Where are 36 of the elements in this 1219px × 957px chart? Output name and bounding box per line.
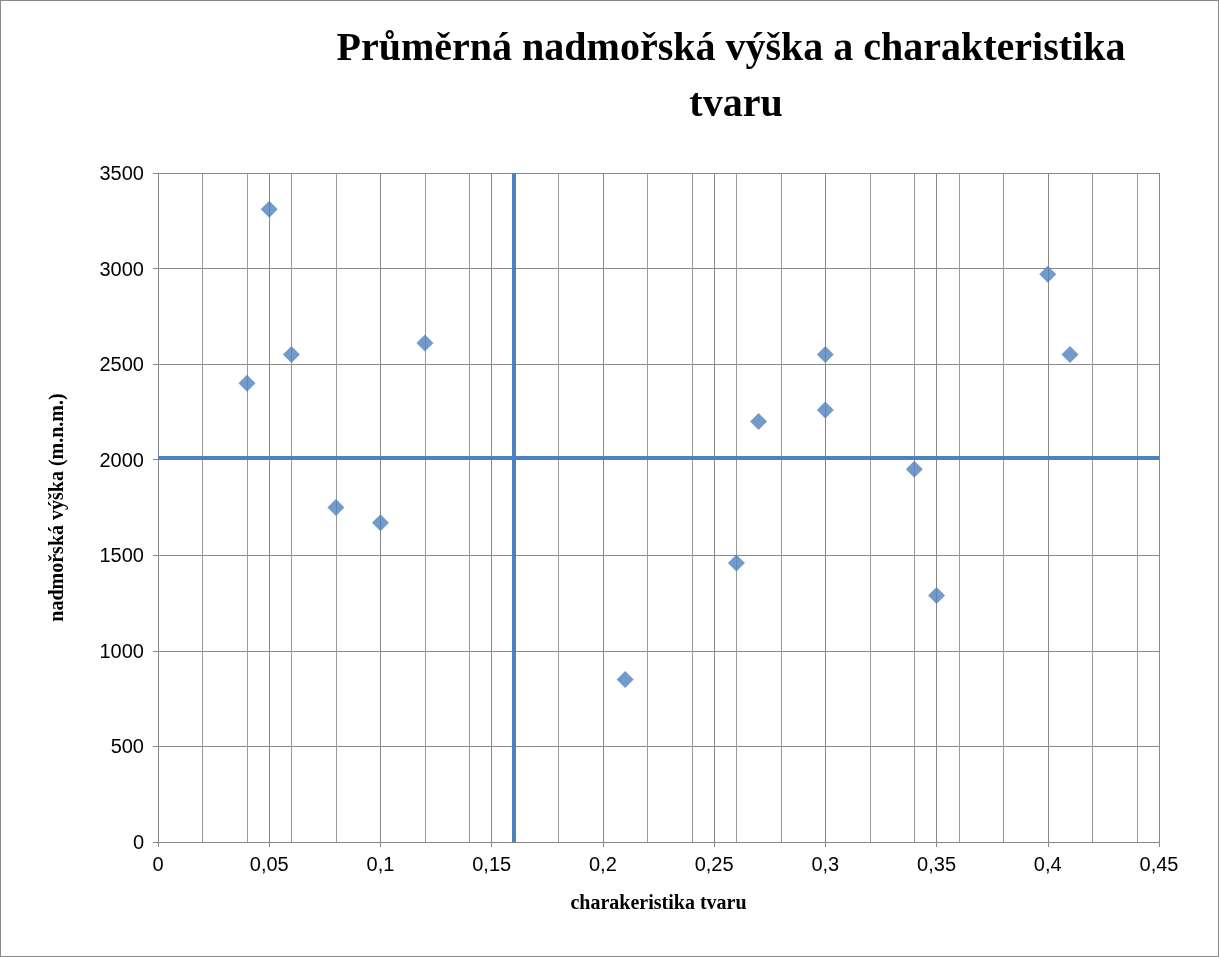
x-tick-label: 0,05 (249, 853, 289, 875)
x-tick-label: 0,25 (694, 853, 734, 875)
point (282, 346, 300, 364)
point (816, 346, 834, 364)
point (416, 334, 434, 352)
y-tick-label: 2500 (99, 353, 144, 376)
x-tick-label: 0,4 (1033, 853, 1062, 875)
chart-title: Průměrná nadmořská výška a charakteristika tvaru (336, 23, 1136, 125)
x-axis-title: charakeristika tvaru (570, 891, 747, 913)
y-tick-label: 3500 (99, 162, 144, 184)
point (928, 586, 946, 604)
point (238, 374, 256, 392)
point (327, 499, 345, 516)
point (1039, 265, 1057, 283)
y-tick-label: 0 (132, 831, 144, 853)
y-tick-label: 500 (110, 735, 144, 758)
point (816, 401, 834, 419)
y-tick-label: 1000 (99, 639, 144, 662)
y-tick-label: 3000 (99, 257, 144, 280)
x-tick-label: 0,2 (588, 853, 617, 875)
point (616, 671, 634, 689)
y-tick-label: 1500 (99, 544, 144, 567)
y-axis-title: nadmořská výška (m.n.m.) (45, 393, 68, 622)
point (727, 554, 745, 572)
x-tick-label: 0,45 (1139, 853, 1179, 875)
x-tick-label: 0,15 (472, 853, 512, 875)
point (371, 514, 389, 532)
point (750, 412, 768, 430)
x-tick-label: 0,1 (366, 853, 395, 875)
point (260, 200, 278, 218)
point (905, 460, 923, 478)
x-tick-label: 0,35 (917, 853, 957, 875)
x-tick-label: 0 (152, 853, 164, 875)
point (1061, 346, 1079, 364)
x-tick-label: 0,3 (811, 853, 840, 875)
y-tick-label: 2000 (99, 448, 144, 471)
